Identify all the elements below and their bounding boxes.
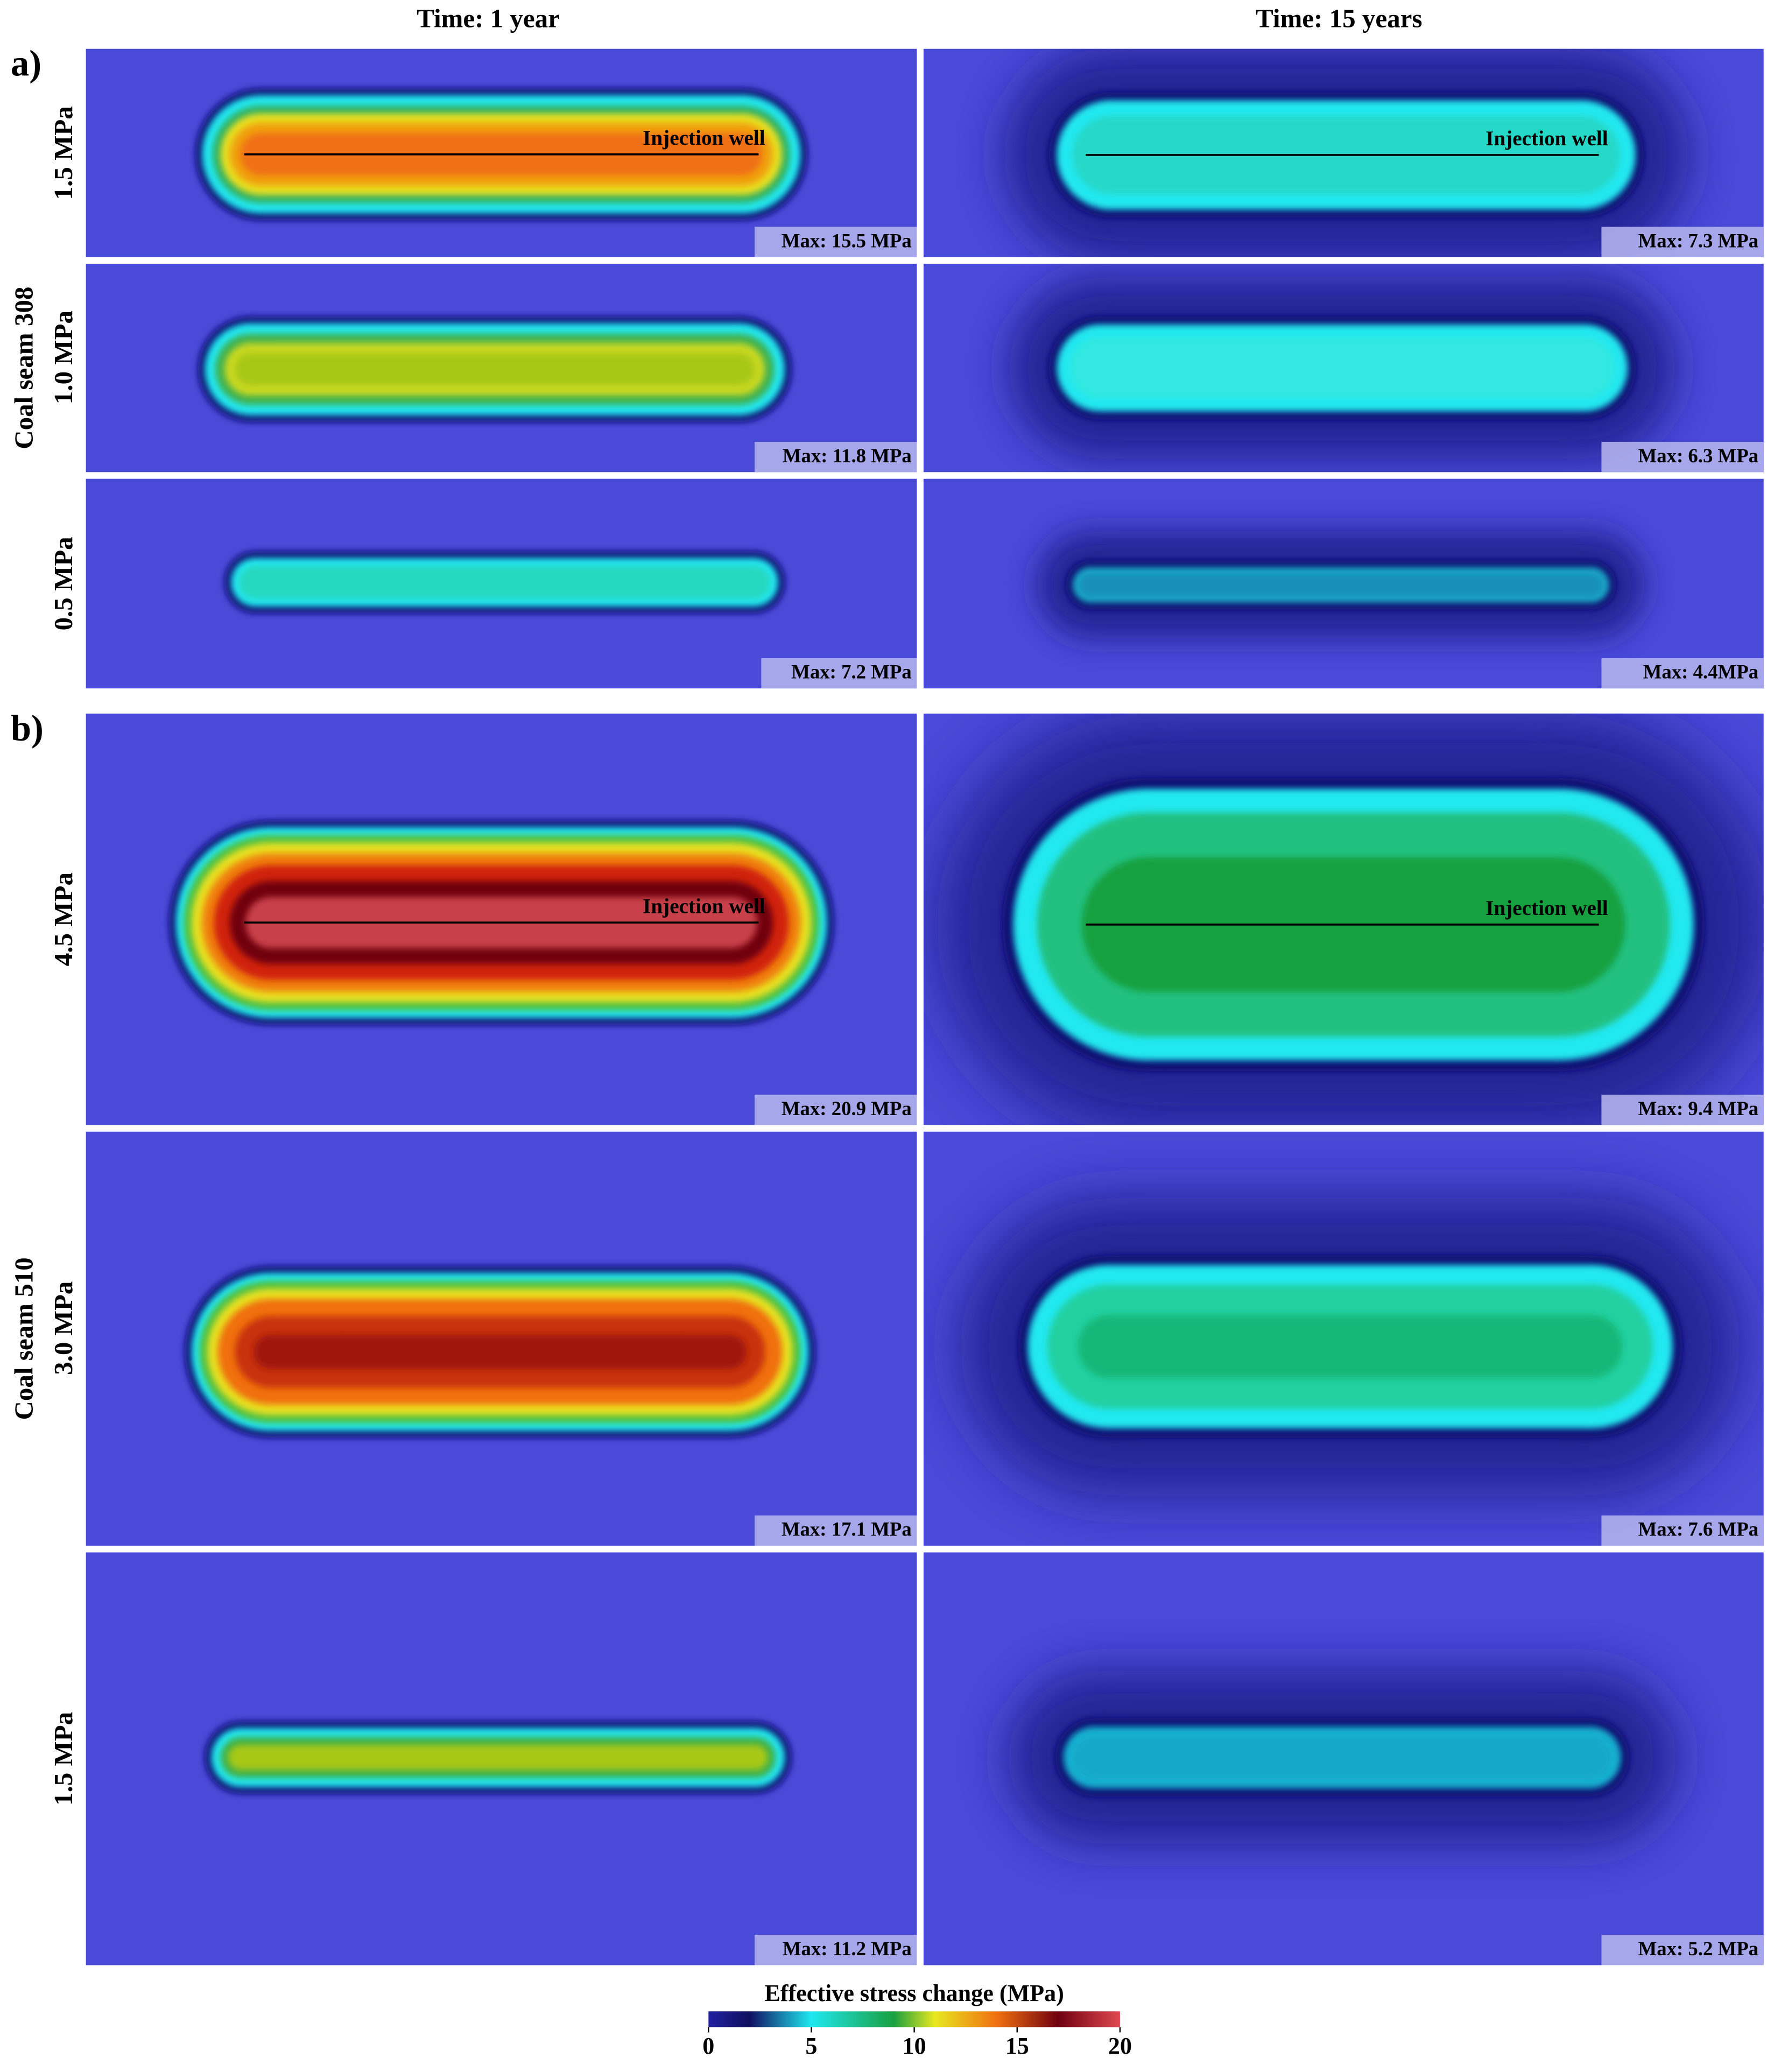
pressure-label: 3.0 MPa (48, 1281, 78, 1375)
max-label-box (755, 1515, 917, 1546)
stress-contour (1074, 1737, 1611, 1778)
max-label: Max: 4.4MPa (1643, 661, 1758, 683)
stress-contour (1069, 337, 1615, 399)
max-label-box (1601, 1935, 1764, 1965)
max-label-box (761, 658, 917, 689)
well-label: Injection well (1486, 897, 1608, 920)
pressure-label: 1.5 MPa (48, 106, 78, 200)
stress-contour (238, 566, 771, 599)
panel: Max: 7.2 MPa (86, 478, 917, 689)
pressure-label: 0.5 MPa (48, 537, 78, 630)
max-label-box (755, 1935, 917, 1965)
max-label-box (755, 441, 917, 473)
panel: Max: 11.2 MPa (86, 1552, 917, 1965)
pressure-label: 4.5 MPa (48, 872, 78, 966)
max-label: Max: 7.2 MPa (791, 661, 911, 683)
max-label-box (1601, 227, 1764, 257)
column-title: Time: 15 years (1256, 3, 1422, 33)
max-label-box (755, 227, 917, 257)
well-label: Injection well (643, 126, 765, 150)
seam-label: Coal seam 308 (9, 287, 39, 449)
pressure-label: 1.0 MPa (48, 311, 78, 404)
max-label: Max: 11.2 MPa (783, 1937, 912, 1960)
panel: Injection well Max: 9.4 MPa (923, 713, 1764, 1125)
stress-contour (235, 353, 755, 385)
max-label: Max: 6.3 MPa (1638, 445, 1759, 467)
colorbar-tick-label: 20 (1108, 2033, 1132, 2059)
max-label: Max: 5.2 MPa (1638, 1937, 1759, 1960)
max-label-box (755, 1095, 917, 1125)
panel: Max: 5.2 MPa (923, 1552, 1764, 1965)
max-label-box (1601, 1515, 1764, 1546)
max-label: Max: 9.4 MPa (1638, 1097, 1759, 1119)
colorbar-tick-label: 10 (903, 2033, 926, 2059)
seam-label: Coal seam 510 (9, 1257, 39, 1420)
max-label-box (1601, 658, 1764, 689)
panel: Max: 11.8 MPa (86, 264, 917, 473)
max-label: Max: 7.3 MPa (1638, 229, 1759, 251)
colorbar (708, 2011, 1120, 2027)
panel: Max: 7.6 MPa (923, 1131, 1764, 1546)
stress-contour (1078, 1315, 1623, 1378)
colorbar-tick-label: 15 (1005, 2033, 1029, 2059)
max-label: Max: 15.5 MPa (782, 229, 912, 251)
panel: Injection well Max: 15.5 MPa (86, 48, 917, 257)
max-label: Max: 11.8 MPa (783, 445, 912, 467)
max-label-box (1601, 441, 1764, 473)
colorbar-title: Effective stress change (MPa) (764, 1980, 1064, 2006)
group-label: b) (11, 708, 44, 749)
max-label: Max: 7.6 MPa (1638, 1518, 1759, 1540)
panel: Max: 17.1 MPa (86, 1131, 917, 1546)
max-label: Max: 20.9 MPa (782, 1097, 912, 1119)
max-label-box (1601, 1095, 1764, 1125)
stress-contour (228, 1745, 768, 1770)
group-label: a) (11, 43, 41, 84)
max-label: Max: 17.1 MPa (782, 1518, 912, 1540)
stress-contour (253, 1335, 747, 1369)
colorbar-tick-label: 5 (805, 2033, 817, 2059)
stress-contour (1079, 574, 1603, 596)
colorbar-tick-label: 0 (702, 2033, 714, 2059)
panel: Injection well Max: 20.9 MPa (86, 713, 917, 1125)
panel: Max: 4.4MPa (923, 478, 1764, 689)
panel: Injection well Max: 7.3 MPa (923, 48, 1764, 257)
panel: Max: 6.3 MPa (923, 264, 1764, 473)
well-label: Injection well (1486, 127, 1608, 150)
pressure-label: 1.5 MPa (48, 1712, 78, 1806)
well-label: Injection well (643, 894, 765, 918)
column-title: Time: 1 year (417, 3, 560, 33)
